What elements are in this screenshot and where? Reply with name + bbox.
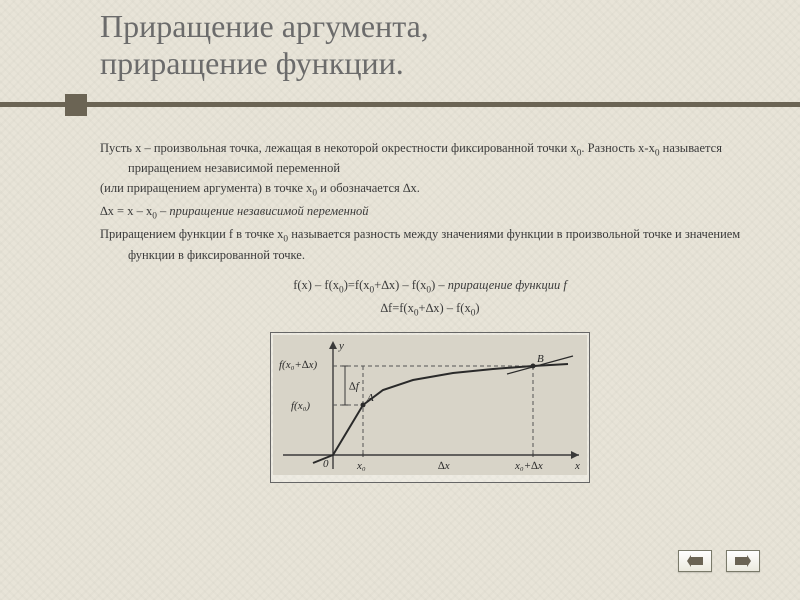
prev-button[interactable]: [678, 550, 712, 572]
svg-text:y: y: [338, 340, 344, 352]
svg-text:f(x₀): f(x₀): [291, 400, 310, 412]
svg-text:x₀: x₀: [356, 460, 366, 472]
svg-text:∆x: ∆x: [438, 460, 450, 472]
title-line-2: приращение функции.: [100, 45, 429, 82]
paragraph-2: (или приращением аргумента) в точке х0 и…: [100, 180, 760, 200]
formula-block: f(x) – f(x0)=f(x0+∆x) – f(x0) – приращен…: [100, 277, 760, 319]
slide-body: Пусть х – произвольная точка, лежащая в …: [100, 140, 760, 483]
svg-text:B: B: [537, 353, 544, 365]
svg-text:0: 0: [323, 458, 329, 470]
paragraph-3: ∆х = х – х0 – приращение независимой пер…: [100, 203, 760, 223]
paragraph-4: Приращением функции f в точке х0 называе…: [100, 226, 760, 263]
paragraph-1: Пусть х – произвольная точка, лежащая в …: [100, 140, 760, 177]
accent-line: [0, 102, 800, 107]
arrow-left-icon: [687, 555, 703, 567]
formula-2: ∆f=f(x0+∆x) – f(x0): [100, 300, 760, 320]
nav-arrows: [678, 550, 760, 572]
next-button[interactable]: [726, 550, 760, 572]
svg-text:f(x₀+∆x): f(x₀+∆x): [279, 359, 317, 371]
title-line-1: Приращение аргумента,: [100, 8, 429, 45]
slide-title: Приращение аргумента, приращение функции…: [100, 8, 429, 82]
arrow-right-icon: [735, 555, 751, 567]
diagram-svg: yx0f(x₀+∆x)f(x₀)∆fABx₀∆xx₀+∆x: [273, 335, 587, 475]
svg-text:x: x: [574, 460, 580, 472]
diagram: yx0f(x₀+∆x)f(x₀)∆fABx₀∆xx₀+∆x: [270, 332, 590, 483]
svg-text:A: A: [366, 392, 374, 404]
accent-square: [65, 94, 87, 116]
svg-text:x₀+∆x: x₀+∆x: [514, 460, 543, 472]
formula-1: f(x) – f(x0)=f(x0+∆x) – f(x0) – приращен…: [100, 277, 760, 297]
